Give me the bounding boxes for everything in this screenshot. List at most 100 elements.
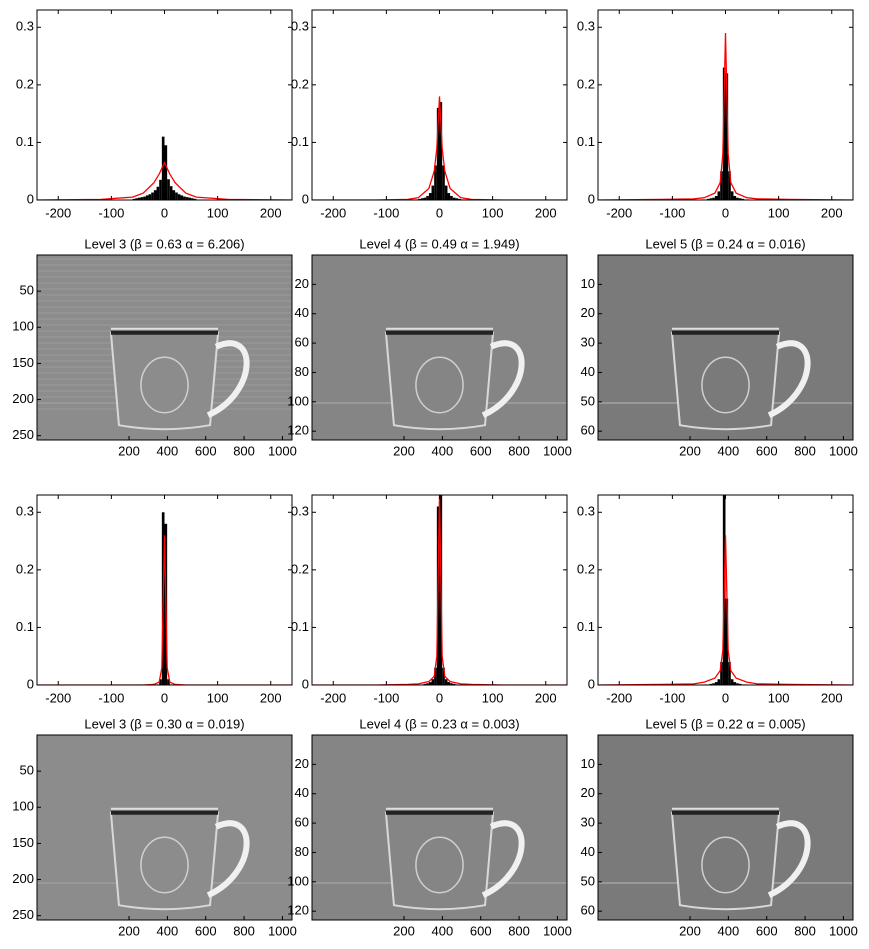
- cup-figure: [701, 356, 750, 414]
- y-tick-label: 60: [295, 335, 309, 350]
- x-tick-label: 200: [535, 205, 557, 220]
- bar: [452, 197, 456, 200]
- bar: [193, 198, 197, 200]
- y-tick-label: 10: [581, 756, 595, 771]
- cup-handle: [481, 340, 525, 418]
- bar: [709, 198, 713, 200]
- cup-handle: [767, 340, 811, 418]
- y-tick-label: 0.3: [577, 504, 595, 519]
- y-tick-label: 0: [588, 676, 595, 691]
- axes-box: [597, 254, 854, 441]
- x-tick-label: 0: [436, 690, 443, 705]
- x-tick-label: 0: [722, 205, 729, 220]
- axes-box: [36, 254, 293, 441]
- bar: [741, 198, 745, 200]
- x-tick-label: 100: [768, 205, 790, 220]
- y-tick-label: 0.3: [16, 504, 34, 519]
- bar: [177, 194, 181, 200]
- bar: [455, 198, 459, 200]
- cup-handle: [206, 340, 250, 418]
- bar: [434, 165, 437, 200]
- x-tick-label: -200: [320, 205, 346, 220]
- y-tick-label: 30: [581, 335, 595, 350]
- y-tick-label: 200: [12, 871, 34, 886]
- bar: [444, 679, 448, 685]
- y-tick-label: 150: [12, 355, 34, 370]
- x-tick-label: 600: [470, 443, 492, 458]
- bar: [426, 195, 429, 200]
- bar: [717, 191, 721, 200]
- y-tick-label: 0.2: [577, 561, 595, 576]
- y-tick-label: 100: [12, 799, 34, 814]
- bar: [175, 192, 178, 200]
- y-tick-label: 50: [20, 763, 34, 778]
- axes-box: [597, 734, 854, 921]
- x-tick-label: 200: [118, 443, 140, 458]
- y-tick-label: 200: [12, 391, 34, 406]
- y-tick-label: 80: [295, 364, 309, 379]
- x-tick-label: 200: [393, 443, 415, 458]
- y-tick-label: 0.2: [291, 561, 309, 576]
- bar: [452, 683, 456, 685]
- bar: [439, 102, 443, 200]
- plot-content: [312, 495, 567, 685]
- panel-title: Level 4 (β = 0.23 α = 0.003): [359, 716, 519, 731]
- x-tick-label: 400: [432, 443, 454, 458]
- y-tick-label: 0: [27, 191, 34, 206]
- bar: [725, 73, 729, 200]
- y-tick-label: 0.3: [577, 19, 595, 34]
- fit-curve: [312, 96, 567, 200]
- bar: [722, 67, 726, 200]
- bar: [428, 682, 432, 685]
- x-tick-label: -100: [373, 690, 399, 705]
- cup-body: [384, 811, 495, 911]
- bar: [450, 683, 453, 685]
- bar: [442, 165, 445, 200]
- y-tick-label: 0.1: [577, 619, 595, 634]
- bar: [151, 192, 154, 200]
- y-tick-label: 100: [287, 873, 309, 888]
- y-tick-label: 50: [581, 873, 595, 888]
- y-tick-label: 100: [287, 393, 309, 408]
- y-tick-label: 60: [581, 423, 595, 438]
- bar: [728, 661, 731, 685]
- bar: [738, 683, 742, 685]
- cup-handle: [481, 820, 525, 898]
- cup-figure: [140, 356, 189, 414]
- y-tick-label: 0.2: [577, 76, 595, 91]
- y-tick-label: 0.2: [16, 76, 34, 91]
- x-tick-label: 1000: [829, 443, 858, 458]
- x-tick-label: 100: [768, 690, 790, 705]
- bar: [185, 197, 189, 200]
- bar: [447, 682, 451, 685]
- x-tick-label: 1000: [268, 443, 297, 458]
- axes-box: [311, 734, 568, 921]
- bar: [442, 667, 445, 685]
- y-tick-label: 0: [588, 191, 595, 206]
- bar: [418, 198, 421, 200]
- bar: [450, 195, 453, 200]
- x-tick-label: 600: [470, 923, 492, 938]
- bar: [709, 683, 713, 685]
- fit-curve: [598, 535, 853, 685]
- cup-body: [670, 331, 781, 431]
- x-tick-label: 400: [432, 923, 454, 938]
- x-tick-label: -200: [606, 205, 632, 220]
- y-tick-label: 150: [12, 835, 34, 850]
- bar: [191, 198, 194, 200]
- y-tick-label: 60: [295, 815, 309, 830]
- x-tick-label: 200: [679, 923, 701, 938]
- x-tick-label: 1000: [543, 443, 572, 458]
- bar: [161, 136, 165, 200]
- bar: [159, 179, 162, 200]
- bar: [140, 197, 144, 200]
- panel-title: Level 5 (β = 0.22 α = 0.005): [645, 716, 805, 731]
- x-tick-label: -100: [98, 690, 124, 705]
- bar: [143, 196, 146, 200]
- x-tick-label: 400: [157, 443, 179, 458]
- x-tick-label: 200: [821, 690, 843, 705]
- bar: [736, 683, 739, 685]
- cup-body: [109, 811, 220, 911]
- y-tick-label: 0.3: [291, 504, 309, 519]
- bar: [717, 679, 721, 685]
